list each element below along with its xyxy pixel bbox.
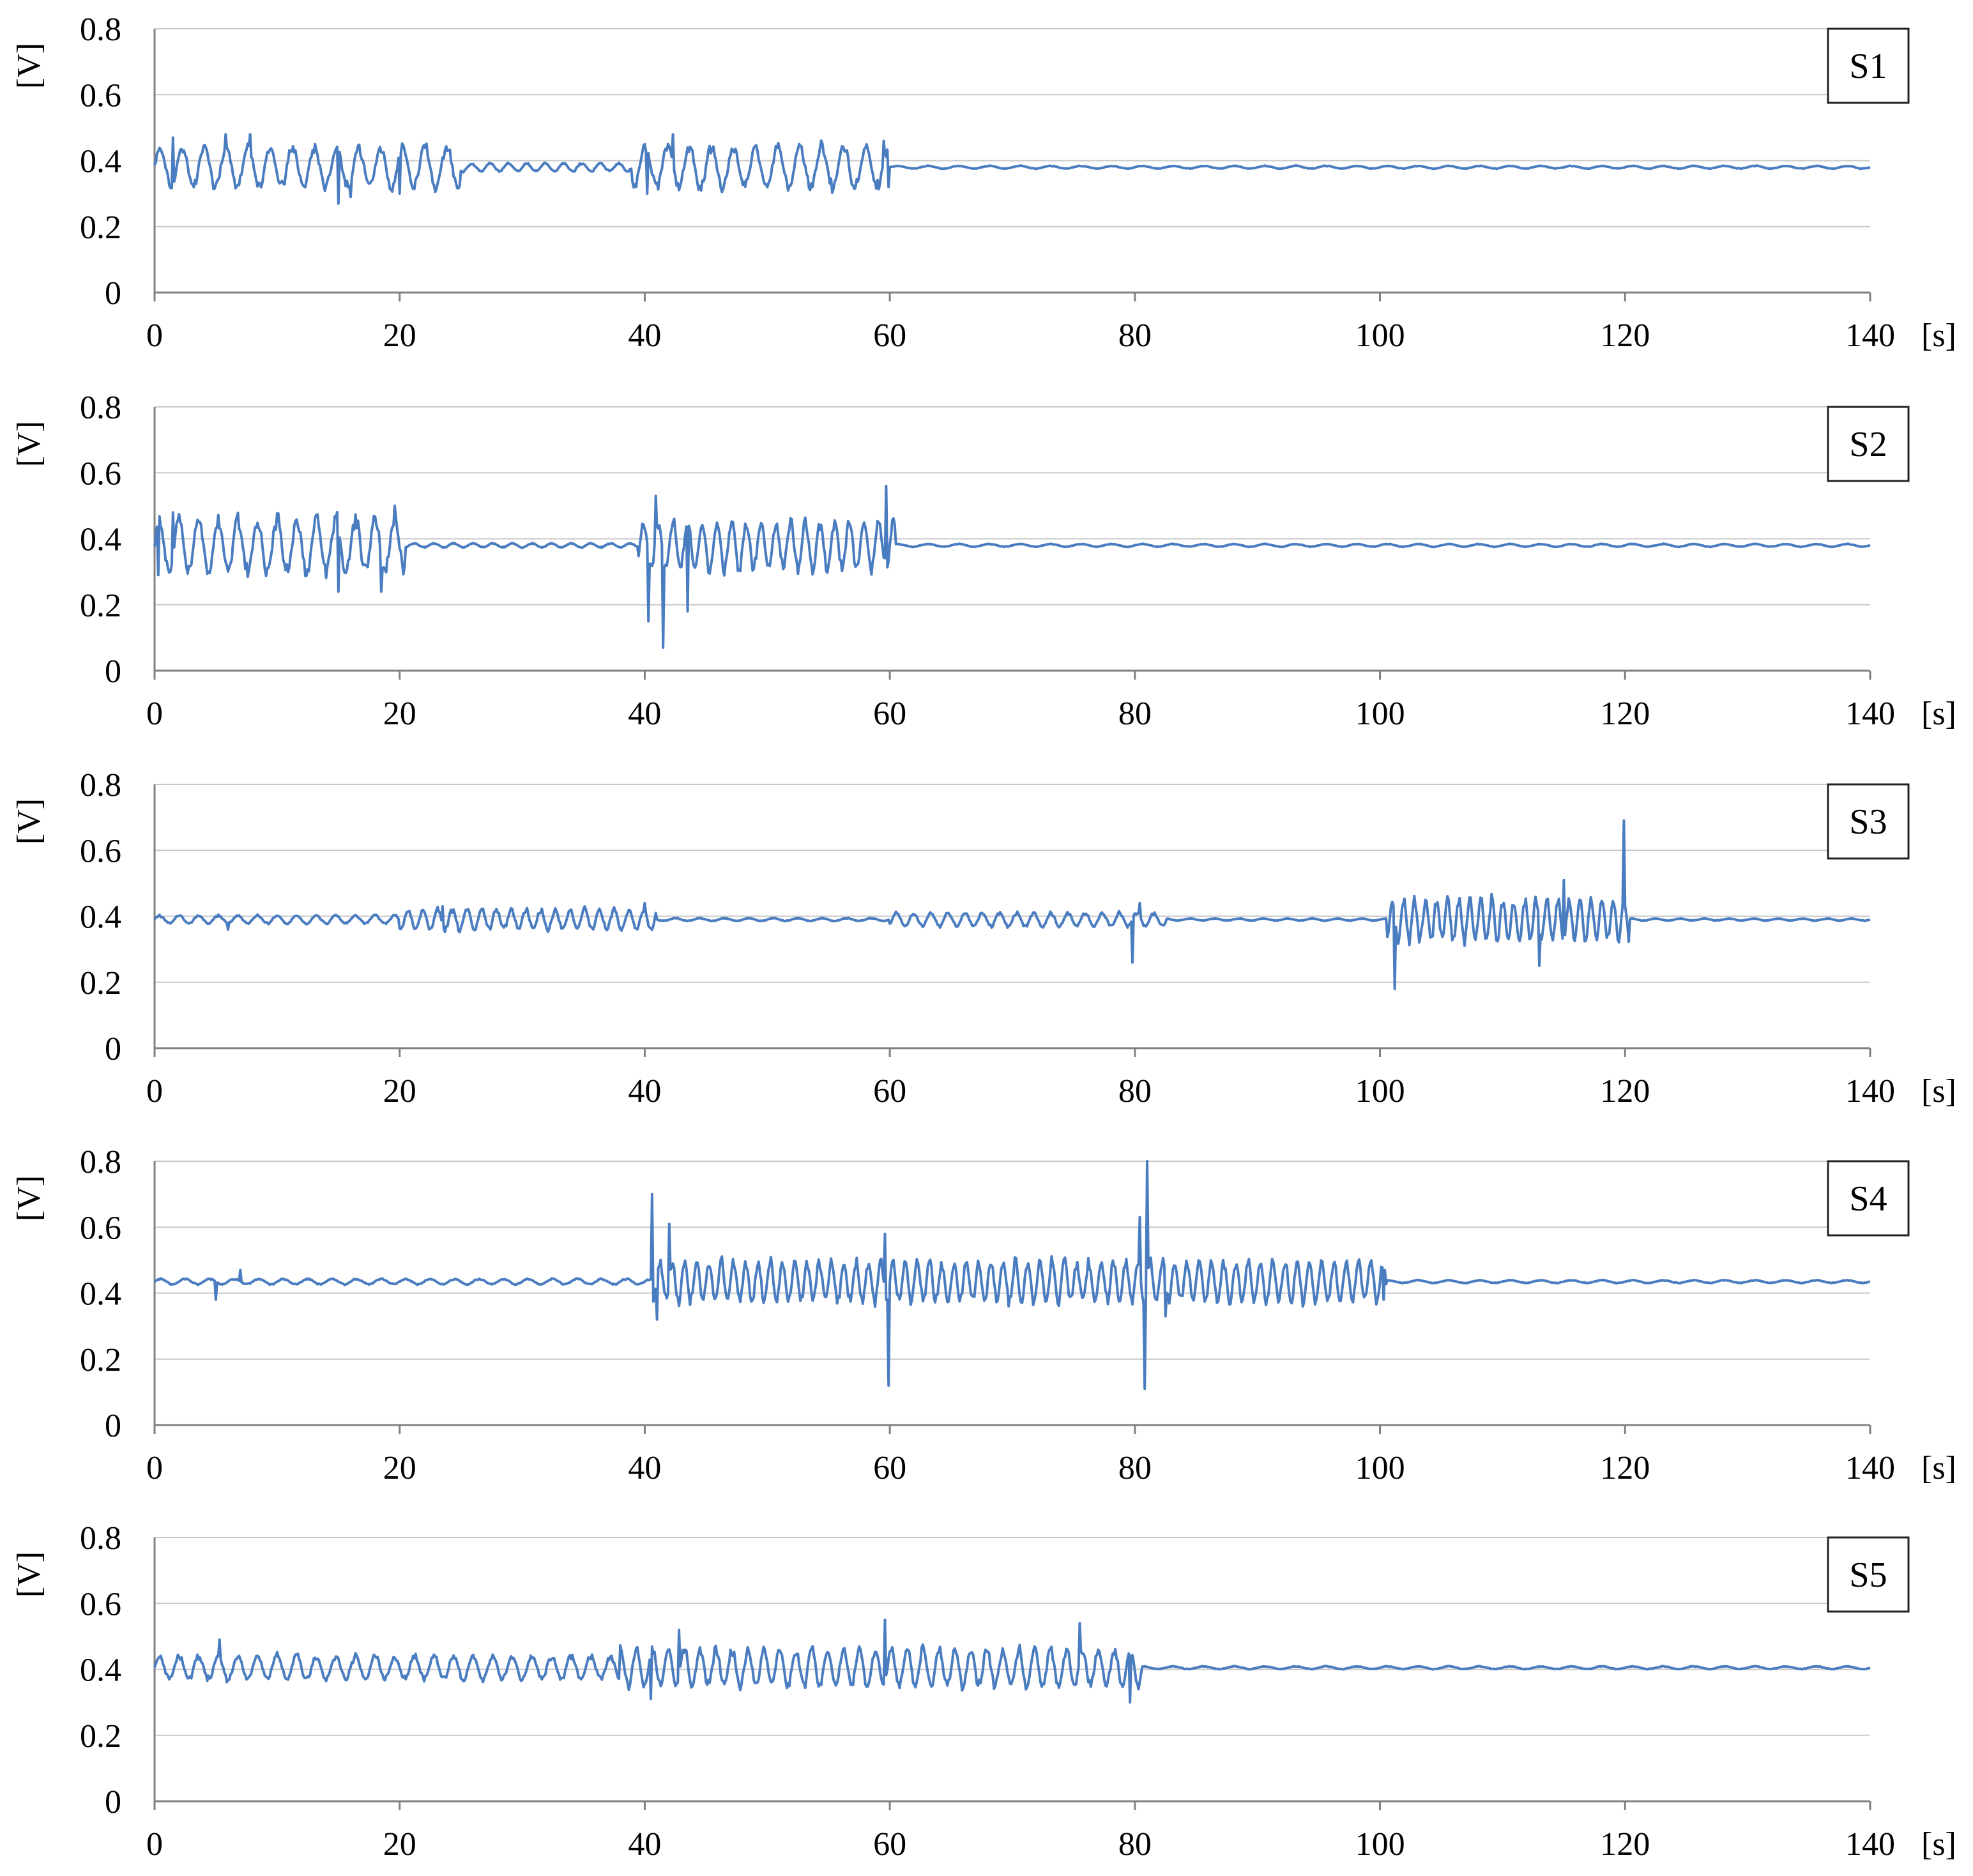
- y-tick-label: 0.2: [80, 588, 121, 624]
- x-tick-label: 0: [146, 1073, 163, 1110]
- y-tick-label: 0.6: [80, 1210, 121, 1246]
- y-tick-label: 0.8: [80, 767, 121, 804]
- y-tick-label: 0.6: [80, 77, 121, 114]
- y-axis-unit: [V]: [11, 43, 47, 89]
- x-tick-label: 40: [628, 1826, 661, 1863]
- x-tick-label: 100: [1355, 1073, 1405, 1110]
- x-tick-label: 40: [628, 696, 661, 732]
- y-tick-label: 0.4: [80, 1276, 121, 1313]
- panel-tag-box: [1827, 406, 1910, 482]
- x-tick-label: 120: [1600, 1450, 1650, 1486]
- series-line: [153, 133, 1871, 205]
- x-tick-label: 140: [1845, 1826, 1895, 1863]
- y-tick-label: 0.8: [80, 1144, 121, 1180]
- x-tick-label: 20: [383, 1450, 416, 1486]
- x-tick-label: 60: [873, 1073, 906, 1110]
- x-tick-label: 140: [1845, 696, 1895, 732]
- x-tick-label: 120: [1600, 696, 1650, 732]
- x-tick-label: 140: [1845, 317, 1895, 354]
- panel-5: 0 0.2 0.4 0.6 0.8 0 20 40 60 80 100 120 140 [s] [V] S5: [11, 1520, 1956, 1863]
- x-tick-label: 120: [1600, 1073, 1650, 1110]
- y-tick-label: 0.6: [80, 1586, 121, 1622]
- y-tick-label: 0.2: [80, 1718, 121, 1755]
- x-tick-label: 20: [383, 696, 416, 732]
- x-tick-label: 20: [383, 1826, 416, 1863]
- x-tick-label: 100: [1355, 1450, 1405, 1486]
- x-tick-label: 100: [1355, 317, 1405, 354]
- panel-tag-box: [1827, 1160, 1910, 1237]
- x-tick-label: 60: [873, 1826, 906, 1863]
- y-axis-unit: [V]: [11, 798, 47, 844]
- x-tick-label: 80: [1118, 1826, 1152, 1863]
- y-tick-label: 0.2: [80, 1342, 121, 1378]
- x-tick-label: 100: [1355, 1826, 1405, 1863]
- y-tick-label: 0.8: [80, 1520, 121, 1557]
- x-tick-label: 80: [1118, 317, 1152, 354]
- y-tick-label: 0: [105, 1031, 121, 1067]
- y-tick-label: 0.4: [80, 144, 121, 180]
- x-tick-label: 60: [873, 1450, 906, 1486]
- x-tick-label: 140: [1845, 1450, 1895, 1486]
- y-tick-label: 0.4: [80, 522, 121, 558]
- panel-1: 0 0.2 0.4 0.6 0.8 0 20 40 60 80 100 120 140 [s] [V] S1: [11, 11, 1956, 354]
- x-tick-label: 0: [146, 696, 163, 732]
- y-tick-label: 0.2: [80, 210, 121, 246]
- x-axis-unit: [s]: [1921, 1450, 1956, 1486]
- x-tick-label: 140: [1845, 1073, 1895, 1110]
- panel-3: 0 0.2 0.4 0.6 0.8 0 20 40 60 80 100 120 140 [s] [V] S3: [11, 767, 1956, 1110]
- y-tick-label: 0.6: [80, 833, 121, 869]
- panel-tag-box: [1827, 1536, 1910, 1613]
- y-axis-unit: [V]: [11, 421, 47, 467]
- x-tick-label: 80: [1118, 1450, 1152, 1486]
- x-axis-unit: [s]: [1921, 1073, 1956, 1110]
- x-tick-label: 0: [146, 317, 163, 354]
- panel-tag: S4: [1849, 1179, 1887, 1219]
- x-tick-label: 80: [1118, 696, 1152, 732]
- y-tick-label: 0.8: [80, 11, 121, 48]
- x-tick-label: 60: [873, 696, 906, 732]
- x-axis-unit: [s]: [1921, 696, 1956, 732]
- panel-tag-box: [1827, 27, 1910, 104]
- y-tick-label: 0: [105, 1784, 121, 1820]
- x-tick-label: 80: [1118, 1073, 1152, 1110]
- x-tick-label: 120: [1600, 317, 1650, 354]
- panel-2: 0 0.2 0.4 0.6 0.8 0 20 40 60 80 100 120 140 [s] [V] S2: [11, 390, 1956, 732]
- panel-tag: S1: [1849, 47, 1887, 86]
- x-tick-label: 20: [383, 317, 416, 354]
- series-line: [153, 819, 1871, 991]
- panel-tag: S5: [1849, 1555, 1887, 1595]
- x-tick-label: 40: [628, 1073, 661, 1110]
- x-tick-label: 20: [383, 1073, 416, 1110]
- y-tick-label: 0: [105, 1408, 121, 1444]
- x-tick-label: 40: [628, 317, 661, 354]
- y-axis-unit: [V]: [11, 1175, 47, 1221]
- y-tick-label: 0.8: [80, 390, 121, 426]
- x-tick-label: 40: [628, 1450, 661, 1486]
- x-tick-label: 120: [1600, 1826, 1650, 1863]
- y-tick-label: 0.4: [80, 899, 121, 936]
- x-tick-label: 60: [873, 317, 906, 354]
- x-tick-label: 0: [146, 1450, 163, 1486]
- panel-tag: S2: [1849, 425, 1887, 464]
- y-axis-unit: [V]: [11, 1552, 47, 1598]
- y-tick-label: 0.2: [80, 965, 121, 1002]
- x-axis-unit: [s]: [1921, 317, 1956, 354]
- x-tick-label: 100: [1355, 696, 1405, 732]
- y-tick-label: 0: [105, 653, 121, 690]
- y-tick-label: 0: [105, 275, 121, 312]
- series-line: [153, 1619, 1871, 1704]
- y-tick-label: 0.6: [80, 455, 121, 492]
- x-tick-label: 0: [146, 1826, 163, 1863]
- y-tick-label: 0.4: [80, 1652, 121, 1689]
- panel-tag-box: [1827, 783, 1910, 860]
- series-line: [153, 484, 1871, 649]
- panel-4: 0 0.2 0.4 0.6 0.8 0 20 40 60 80 100 120 140 [s] [V] S4: [11, 1144, 1956, 1486]
- panel-tag: S3: [1849, 802, 1887, 842]
- series-line: [153, 1160, 1871, 1391]
- x-axis-unit: [s]: [1921, 1826, 1956, 1863]
